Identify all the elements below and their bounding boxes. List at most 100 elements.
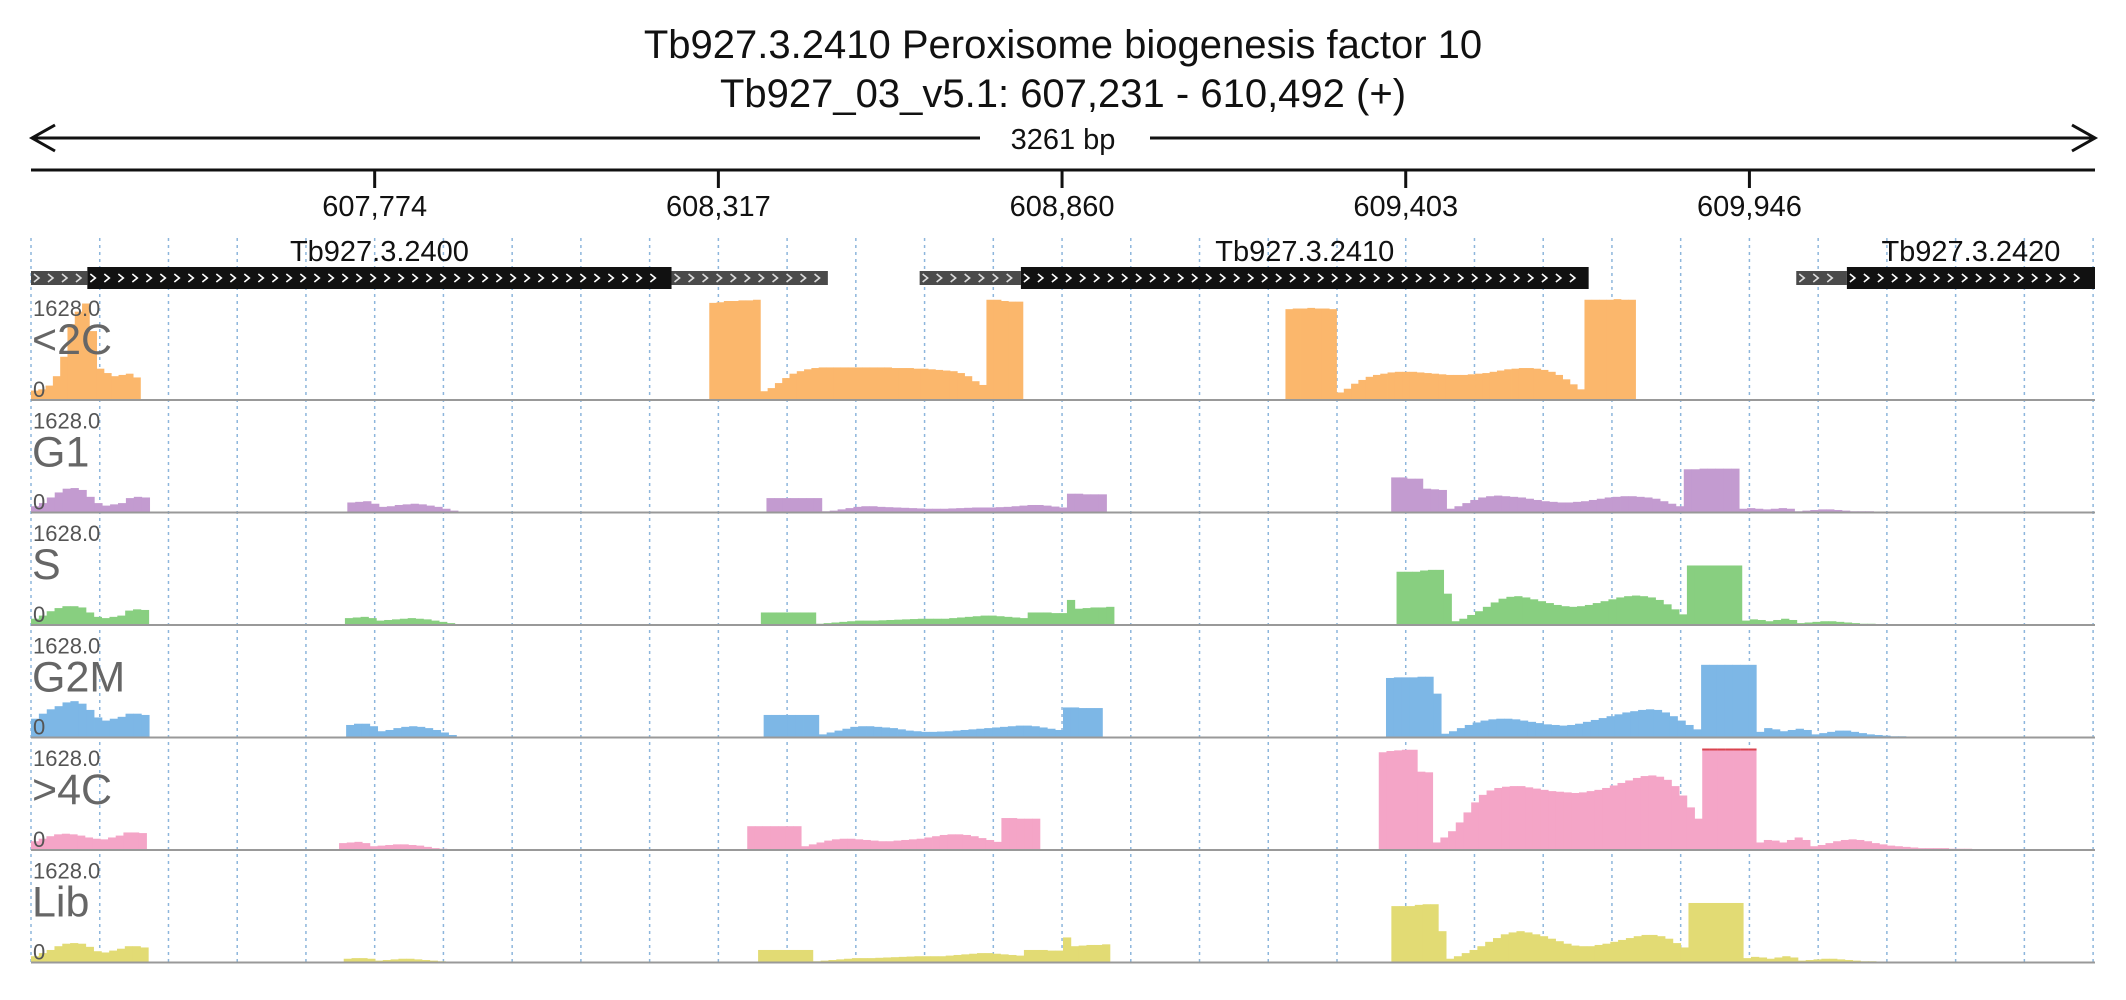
coverage-bar bbox=[1636, 496, 1645, 513]
coverage-bar bbox=[70, 701, 79, 738]
gene-model: Tb927.3.2400 bbox=[31, 236, 828, 289]
coverage-bar bbox=[1516, 931, 1525, 963]
coverage-bar bbox=[109, 718, 119, 738]
coverage-bar bbox=[1078, 945, 1087, 963]
coverage-bar bbox=[62, 702, 71, 738]
coverage-bar bbox=[1509, 786, 1518, 850]
strand-chevron-icon bbox=[187, 273, 195, 283]
coverage-bar bbox=[770, 826, 779, 850]
strand-chevron-icon bbox=[201, 273, 209, 283]
coverage-bar bbox=[804, 369, 812, 400]
coverage-bar bbox=[1691, 469, 1700, 513]
span-label: 3261 bp bbox=[1011, 124, 1116, 156]
coverage-bar bbox=[1787, 729, 1797, 738]
coverage-bar bbox=[394, 504, 404, 513]
coverage-bar bbox=[1669, 716, 1678, 738]
strand-chevron-icon bbox=[1261, 273, 1269, 283]
coverage-bar bbox=[77, 835, 86, 850]
coverage-bar bbox=[949, 371, 958, 400]
coverage-bar bbox=[62, 943, 71, 963]
coverage-bar bbox=[862, 839, 871, 850]
coverage-bar bbox=[1365, 376, 1374, 400]
strand-chevron-icon bbox=[1513, 273, 1521, 283]
track-5: 1628.0 0 Lib bbox=[31, 859, 2095, 965]
coverage-bar bbox=[765, 949, 775, 963]
coverage-bar bbox=[1548, 371, 1556, 400]
coverage-bar bbox=[771, 714, 780, 738]
coverage-bar bbox=[939, 834, 948, 850]
coverage-bar bbox=[1555, 941, 1564, 963]
coverage-bar bbox=[390, 959, 399, 963]
coverage-bar bbox=[1407, 478, 1416, 513]
coverage-bar bbox=[376, 620, 385, 625]
strand-chevron-icon bbox=[772, 273, 779, 283]
coverage-bar bbox=[1451, 621, 1460, 625]
coverage-bar bbox=[851, 958, 861, 963]
coverage-bar bbox=[1804, 622, 1813, 625]
coverage-bar bbox=[1739, 508, 1748, 513]
coverage-bar bbox=[869, 367, 878, 400]
coverage-bar bbox=[86, 709, 95, 738]
coverage-bar bbox=[818, 367, 827, 400]
coverage-bar bbox=[979, 507, 989, 513]
coverage-bar bbox=[937, 956, 947, 963]
strand-chevron-icon bbox=[327, 273, 335, 283]
coverage-bar bbox=[386, 506, 396, 513]
coverage-bar bbox=[415, 618, 424, 625]
gene-label: Tb927.3.2420 bbox=[1881, 236, 2060, 268]
coverage-bar bbox=[1555, 791, 1564, 850]
coverage-bar bbox=[885, 841, 894, 850]
coverage-bar bbox=[1599, 299, 1607, 400]
arrow-left-icon bbox=[28, 123, 56, 153]
coverage-bar bbox=[141, 714, 150, 738]
coverage-bar bbox=[1078, 708, 1088, 738]
coverage-bar bbox=[898, 368, 907, 400]
coverage-bar bbox=[1747, 508, 1756, 513]
strand-chevron-icon bbox=[2073, 273, 2081, 283]
strand-chevron-icon bbox=[621, 273, 629, 283]
coverage-bar bbox=[1606, 716, 1615, 738]
coverage-bar bbox=[826, 732, 835, 738]
coverage-bar bbox=[988, 615, 997, 625]
coverage-bar bbox=[1525, 787, 1534, 850]
coverage-bar bbox=[850, 726, 859, 738]
coverage-bar bbox=[906, 368, 914, 400]
coverage-bar bbox=[891, 368, 900, 400]
coverage-bar bbox=[813, 498, 823, 513]
coverage-bar bbox=[1427, 569, 1437, 625]
y-max-label: 1628.0 bbox=[33, 521, 100, 546]
coverage-bar bbox=[941, 618, 950, 625]
coverage-bar bbox=[1378, 752, 1387, 850]
coverage-bar bbox=[816, 842, 825, 850]
y-zero-label: 0 bbox=[33, 940, 45, 965]
coverage-bar bbox=[1555, 374, 1563, 400]
coverage-bar bbox=[1453, 374, 1461, 400]
coverage-bar bbox=[774, 383, 783, 400]
coverage-bar bbox=[442, 508, 451, 513]
coverage-bar bbox=[1314, 308, 1323, 400]
coverage-bar bbox=[384, 619, 393, 625]
strand-chevron-icon bbox=[1429, 273, 1437, 283]
coverage-bar bbox=[1016, 955, 1025, 963]
coverage-bar bbox=[957, 617, 966, 625]
coverage-bar bbox=[810, 714, 820, 738]
coverage-bar bbox=[1565, 502, 1574, 513]
coverage-bar bbox=[101, 618, 110, 625]
coverage-bar bbox=[351, 958, 360, 963]
coverage-bar bbox=[1430, 489, 1440, 513]
coverage-bar bbox=[1786, 508, 1795, 513]
strand-chevron-icon bbox=[1373, 273, 1381, 283]
coverage-bar bbox=[1051, 613, 1060, 625]
coverage-bar bbox=[1625, 780, 1634, 850]
coverage-bar bbox=[1011, 617, 1021, 625]
coverage-bar bbox=[1656, 776, 1665, 850]
coverage-bar bbox=[984, 728, 993, 738]
coverage-bar bbox=[1718, 565, 1727, 625]
coverage-bar bbox=[1707, 468, 1716, 513]
coverage-bar bbox=[361, 723, 371, 738]
coverage-bar bbox=[84, 837, 94, 850]
coverage-bar bbox=[1446, 508, 1455, 513]
coverage-bar bbox=[1600, 601, 1609, 625]
coverage-bar bbox=[782, 498, 791, 513]
coverage-bar bbox=[942, 370, 951, 400]
